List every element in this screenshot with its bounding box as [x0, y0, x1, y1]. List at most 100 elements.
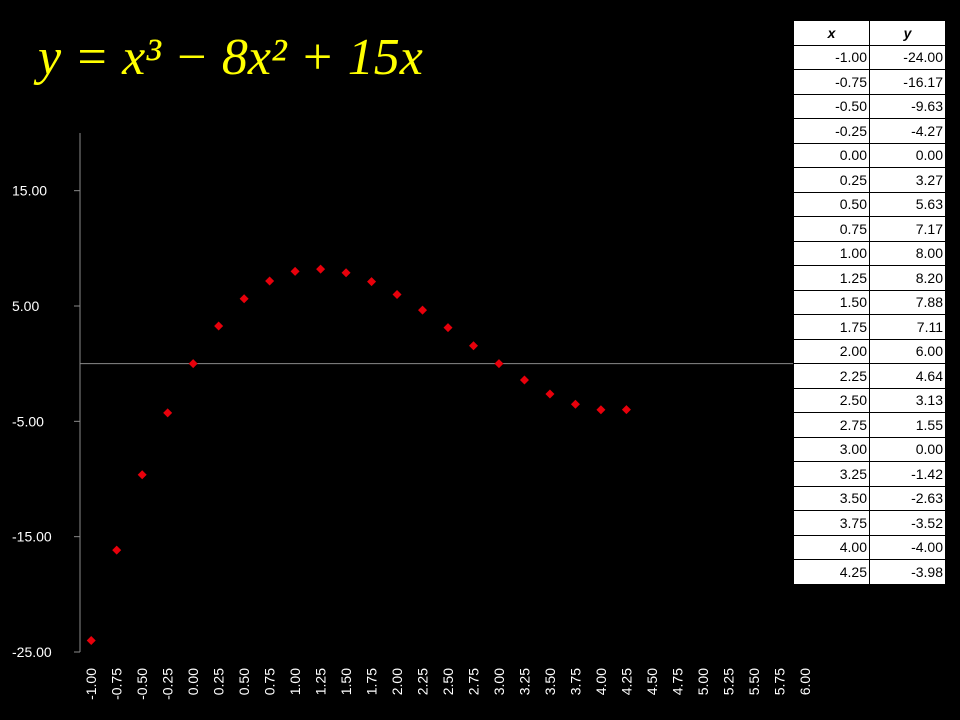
table-row: 2.00 6.00 [793, 338, 946, 364]
x-tick-label: -0.50 [134, 668, 150, 700]
x-tick-label: 0.25 [211, 668, 227, 695]
y-tick-label: 15.00 [12, 183, 47, 199]
x-tick-label: -0.75 [109, 668, 125, 700]
table-cell: 7.17 [869, 216, 946, 242]
data-point [137, 470, 147, 480]
table-cell: -4.27 [869, 118, 946, 144]
table-cell: 0.50 [793, 191, 870, 217]
data-point [86, 635, 96, 645]
x-tick-label: -0.25 [160, 668, 176, 700]
table-cell: 1.00 [793, 240, 870, 266]
table-row: 2.25 4.64 [793, 363, 946, 389]
table-row: -1.00 -24.00 [793, 44, 946, 70]
x-tick-label: 4.00 [593, 668, 609, 695]
x-tick-label: 3.75 [567, 668, 583, 695]
table-cell: -0.25 [793, 118, 870, 144]
data-point [112, 545, 122, 555]
table-row: 3.50 -2.63 [793, 485, 946, 511]
table-cell: -1.00 [793, 44, 870, 70]
table-row: 1.50 7.88 [793, 289, 946, 315]
data-point [290, 266, 300, 276]
table-cell: 3.75 [793, 510, 870, 536]
data-table: x y -1.00 -24.00 -0.75 -16.17 -0.50 -9.63 -0.25-… [793, 20, 946, 585]
table-cell: -4.00 [869, 534, 946, 560]
table-row: 3.25 -1.42 [793, 461, 946, 487]
table-cell: -0.75 [793, 69, 870, 95]
table-cell: 2.50 [793, 387, 870, 413]
table-row: 1.75 7.11 [793, 314, 946, 340]
x-tick-label: 6.00 [797, 668, 813, 695]
table-cell: 3.00 [793, 436, 870, 462]
table-cell: 1.25 [793, 265, 870, 291]
table-cell: 0.75 [793, 216, 870, 242]
table-cell: 4.00 [793, 534, 870, 560]
chart-title: y = x³ − 8x² + 15x [33, 29, 423, 86]
table-cell: 4.64 [869, 363, 946, 389]
x-tick-label: -1.00 [83, 668, 99, 700]
table-cell: y [869, 20, 946, 46]
y-tick-label: -15.00 [12, 529, 52, 545]
table-row: -0.75 -16.17 [793, 69, 946, 95]
x-tick-label: 1.50 [338, 668, 354, 695]
y-tick-label: -5.00 [12, 413, 44, 429]
x-tick-label: 0.50 [236, 668, 252, 695]
data-point [392, 289, 402, 299]
y-tick-label: 5.00 [12, 298, 39, 314]
table-cell: x [793, 20, 870, 46]
x-tick-label: 0.75 [262, 668, 278, 695]
x-tick-label: 5.25 [720, 668, 736, 695]
table-cell: -0.50 [793, 93, 870, 119]
table-row: 3.75 -3.52 [793, 510, 946, 536]
table-cell: 3.50 [793, 485, 870, 511]
data-point [341, 268, 351, 278]
data-point [468, 341, 478, 351]
x-tick-label: 4.25 [618, 668, 634, 695]
table-row: -0.50 -9.63 [793, 93, 946, 119]
table-row: 3.00 0.00 [793, 436, 946, 462]
x-tick-label: 2.75 [465, 668, 481, 695]
data-point [519, 375, 529, 385]
x-tick-label: 2.00 [389, 668, 405, 695]
x-tick-label: 1.75 [364, 668, 380, 695]
x-tick-label: 2.50 [440, 668, 456, 695]
data-point [214, 321, 224, 331]
table-cell: -24.00 [869, 44, 946, 70]
table-cell: 0.00 [869, 142, 946, 168]
table-cell: 7.11 [869, 314, 946, 340]
data-point [163, 408, 173, 418]
data-point [265, 276, 275, 286]
data-point [596, 405, 606, 415]
table-row: 0.50 5.63 [793, 191, 946, 217]
table-row: 1.00 8.00 [793, 240, 946, 266]
table-cell: 2.00 [793, 338, 870, 364]
data-point [545, 389, 555, 399]
table-cell: 2.75 [793, 412, 870, 438]
x-tick-label: 5.00 [695, 668, 711, 695]
y-tick-label: -25.00 [12, 644, 52, 660]
table-cell: -3.98 [869, 559, 946, 585]
x-tick-label: 5.50 [746, 668, 762, 695]
table-row: 0.25 3.27 [793, 167, 946, 193]
table-cell: 1.55 [869, 412, 946, 438]
x-tick-label: 4.75 [669, 668, 685, 695]
table-cell: -2.63 [869, 485, 946, 511]
table-cell: 3.25 [793, 461, 870, 487]
data-point [494, 359, 504, 369]
data-point [621, 405, 631, 415]
x-tick-label: 5.75 [771, 668, 787, 695]
table-row: 2.50 3.13 [793, 387, 946, 413]
x-tick-label: 3.00 [491, 668, 507, 695]
table-cell: 0.25 [793, 167, 870, 193]
table-cell: 1.75 [793, 314, 870, 340]
data-point [367, 277, 377, 287]
data-point [188, 359, 198, 369]
x-tick-label: 2.25 [415, 668, 431, 695]
table-cell: 5.63 [869, 191, 946, 217]
table-cell: 8.20 [869, 265, 946, 291]
table-cell: 7.88 [869, 289, 946, 315]
data-point [570, 399, 580, 409]
table-row: 4.25 -3.98 [793, 559, 946, 585]
